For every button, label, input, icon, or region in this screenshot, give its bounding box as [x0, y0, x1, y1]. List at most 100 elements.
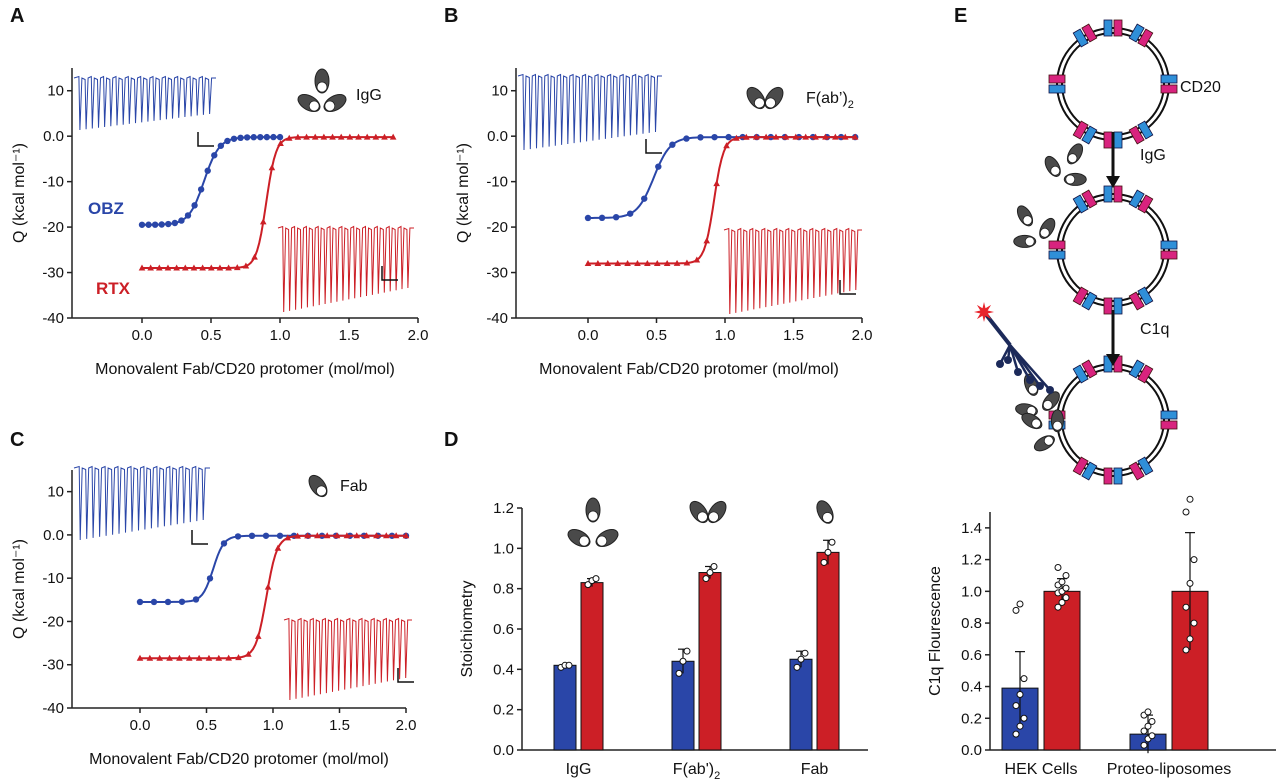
igg-label-a: IgG	[356, 87, 382, 104]
replicate-point	[565, 661, 573, 669]
cd20-protomer	[1081, 23, 1098, 43]
fab-light	[1031, 418, 1042, 429]
fab-light	[1024, 236, 1035, 247]
rtx-data-point	[277, 139, 284, 146]
obz-data-point	[150, 598, 158, 606]
cd20-protomer	[1103, 297, 1113, 315]
x-tick-label: 1.5	[339, 327, 360, 344]
rtx-data-point	[207, 264, 215, 271]
rtx-data-point	[772, 133, 780, 140]
rtx-data-point	[762, 133, 770, 140]
obz-data-point	[263, 133, 271, 141]
axes-d: 0.0 0.2 0.4 0.6 0.8 1.0 1.2 Stoichiometry IgG F(a…	[459, 500, 868, 782]
obz-bar	[671, 660, 695, 751]
replicate-point	[1062, 571, 1070, 579]
cd20-dimer	[1072, 23, 1098, 48]
rtx-bar	[580, 582, 604, 751]
obz-fit-line	[142, 136, 280, 226]
obz-data-point	[230, 135, 238, 142]
panel-e: E CD20 IgG C1q 0.0 0.2 0.4 0.6 0.8 1.0 1.2 1.4 C…	[927, 5, 1276, 778]
itc-raw-inset-rtx-c	[283, 617, 414, 701]
cd20-protomer	[1072, 364, 1089, 384]
fab-light	[1050, 165, 1061, 176]
fab-arm	[1039, 217, 1056, 239]
cd20-protomer	[1160, 410, 1178, 420]
rtx-data-point	[233, 264, 241, 271]
thermogram-trace	[277, 225, 414, 313]
rtx-data-point	[333, 532, 341, 539]
cd20-protomer	[1137, 456, 1154, 476]
cd20-protomer	[1048, 250, 1066, 260]
y-tick-label: 0.0	[961, 742, 982, 759]
replicate-point	[1182, 646, 1190, 654]
membrane-outer	[1056, 193, 1170, 307]
y-tick-label: 0.6	[493, 621, 514, 638]
obz-data-point	[217, 142, 225, 149]
replicate-point	[1140, 727, 1148, 735]
obz-data-point	[270, 133, 277, 141]
x-tick-label: 0.5	[201, 327, 222, 344]
fab-light	[1065, 174, 1076, 185]
cd20-protomer	[1113, 185, 1123, 203]
rtx-data-point	[381, 133, 388, 140]
membrane-inner	[1061, 32, 1165, 136]
obz-data-point	[711, 133, 718, 141]
igg-bound-1	[1013, 205, 1056, 248]
step2-label: C1q	[1140, 321, 1169, 338]
fab-arm	[1016, 205, 1034, 227]
igg-free	[1044, 143, 1087, 186]
rtx-data-point	[624, 259, 631, 266]
fab-arm	[1042, 391, 1060, 411]
cd20-dimer	[1128, 120, 1154, 145]
rtx-data-point	[235, 654, 242, 661]
rtx-data-point	[822, 133, 829, 140]
replicate-point	[801, 649, 809, 657]
c1q-head	[1004, 356, 1012, 364]
x-tick-label: 2.0	[852, 327, 873, 344]
itc-raw-inset-rtx	[277, 225, 414, 313]
arrow-head-step2	[1106, 354, 1120, 366]
cd20-protomer	[1128, 461, 1145, 481]
thermogram-trace	[73, 75, 216, 131]
cd20-dimer	[1128, 286, 1154, 311]
cd20-protomer	[1048, 240, 1066, 250]
fab-arm	[1044, 155, 1061, 177]
cd20-protomer	[1113, 131, 1123, 149]
x-tick-label: 0.5	[196, 717, 217, 734]
cd20-protomer	[1072, 286, 1089, 306]
y-tick-label: -20	[42, 613, 64, 630]
cd20-protomer	[1160, 250, 1178, 260]
cd20-protomer	[1081, 359, 1098, 379]
membrane-inner	[1061, 198, 1165, 302]
rtx-data-point	[703, 237, 711, 244]
cd20-dimer	[1048, 74, 1066, 94]
obz-data-point	[220, 540, 228, 547]
fab-arm	[1050, 409, 1064, 433]
replicate-point	[1186, 635, 1194, 643]
y-tick-label: 10	[491, 83, 508, 100]
obz-fit-line	[588, 136, 856, 219]
panel-d: D 0.0 0.2 0.4 0.6 0.8 1.0 1.2 Stoichiometry IgG F…	[444, 429, 868, 782]
y-tick-label: 1.2	[493, 500, 514, 517]
replicate-point	[1062, 584, 1070, 592]
cd20-protomer	[1048, 74, 1066, 84]
replicate-point	[1182, 508, 1190, 516]
rtx-data-point	[723, 142, 730, 149]
replicate-point	[1144, 708, 1152, 716]
replicate-point	[1016, 600, 1024, 608]
rtx-data-point	[251, 253, 258, 260]
cd20-protomer	[1103, 185, 1113, 203]
panel-a: A 10 0.0 -10 -20 -30 -40 0.0 0.5 1.0 1.5 2.0 Monova…	[10, 5, 428, 378]
obz-data-point	[257, 133, 264, 141]
rtx-data-point	[146, 654, 154, 661]
replicate-point	[710, 562, 718, 570]
rtx-data-point	[311, 133, 319, 140]
replicate-point	[1012, 730, 1020, 738]
x-tick-label: 1.5	[783, 327, 804, 344]
replicate-point	[1016, 722, 1024, 730]
replicate-point	[828, 538, 836, 546]
rtx-data-point	[392, 532, 400, 539]
cd20-dimer	[1072, 189, 1098, 214]
rtx-data-point	[284, 534, 292, 541]
y-tick-label: 0.0	[43, 128, 64, 145]
